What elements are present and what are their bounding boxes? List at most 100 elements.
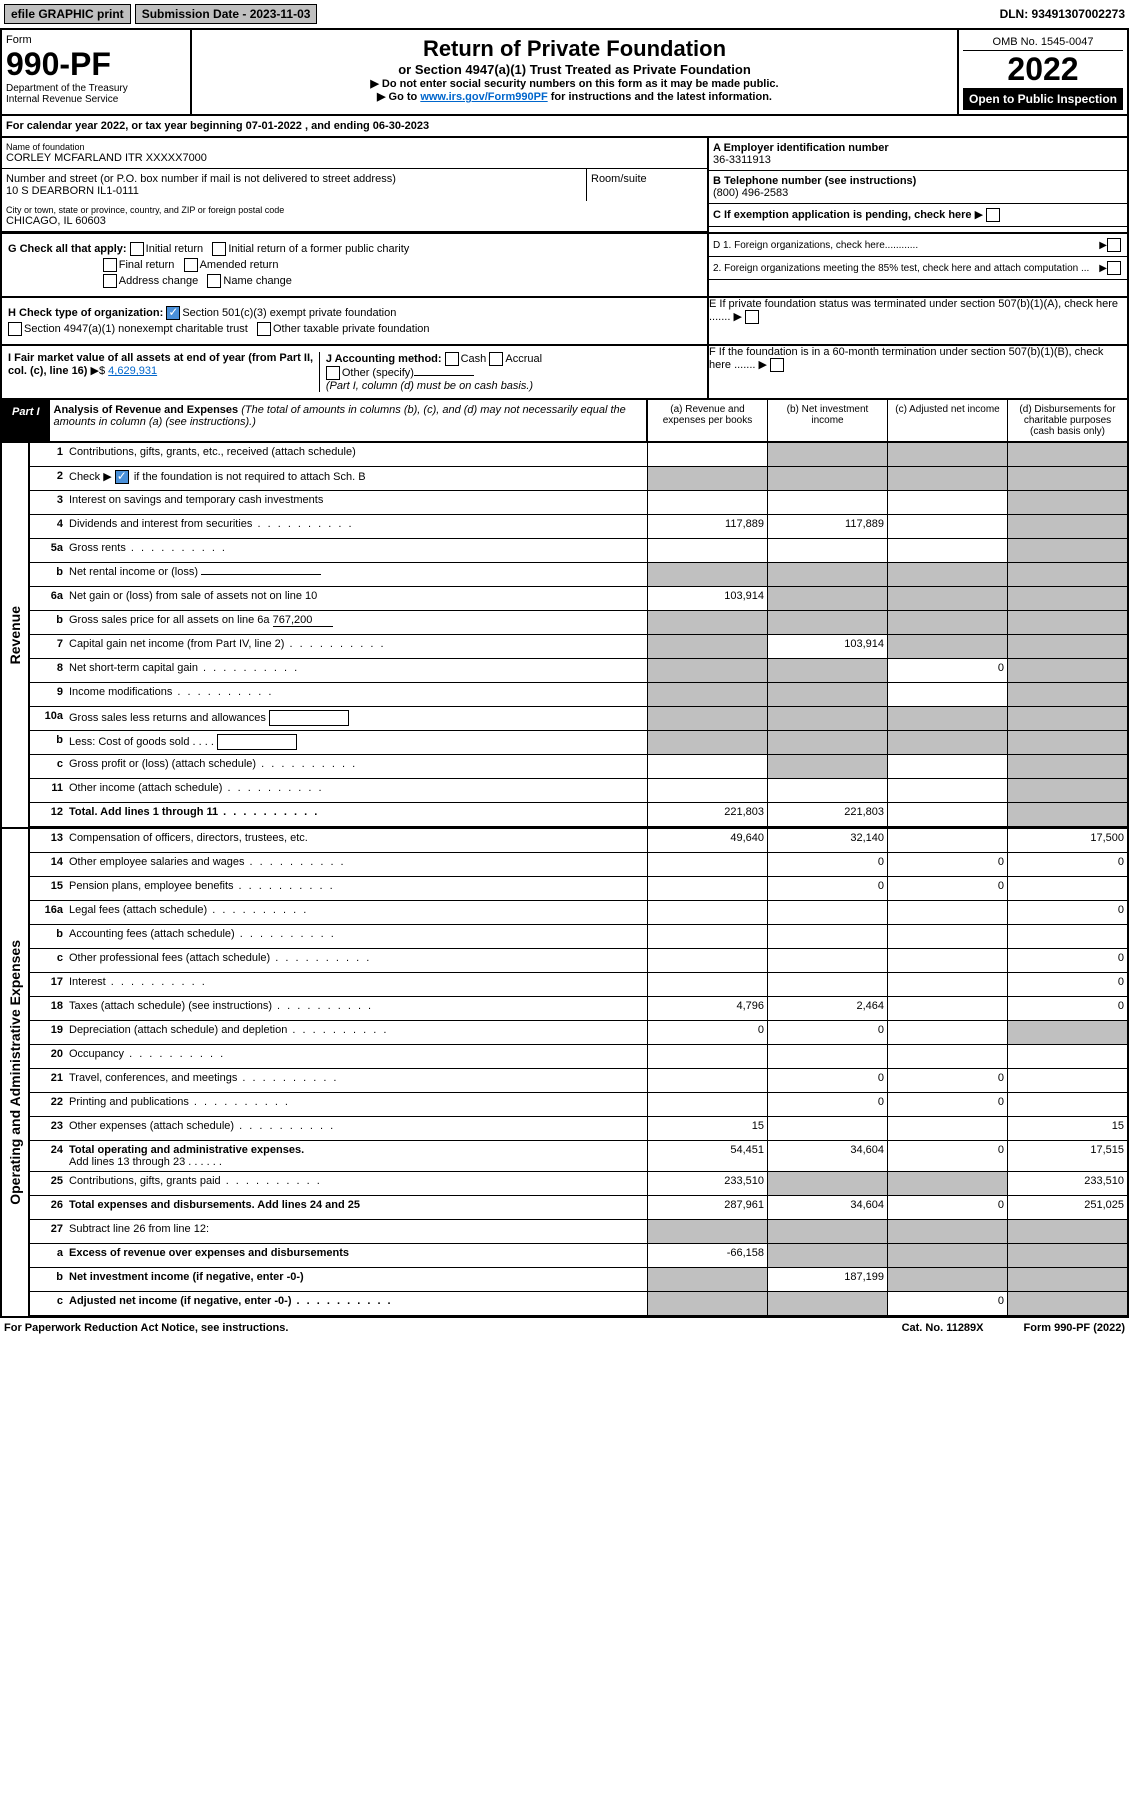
- phone-label: B Telephone number (see instructions): [713, 175, 1123, 187]
- d2-checkbox[interactable]: [1107, 261, 1121, 275]
- goto-note: ▶ Go to www.irs.gov/Form990PF for instru…: [198, 90, 951, 103]
- cash-label: Cash: [461, 353, 487, 365]
- efile-button[interactable]: efile GRAPHIC print: [4, 4, 131, 24]
- city-label: City or town, state or province, country…: [6, 205, 703, 215]
- row-1: 1Contributions, gifts, grants, etc., rec…: [30, 443, 1127, 467]
- amended-label: Amended return: [200, 259, 279, 271]
- h-label: H Check type of organization:: [8, 307, 163, 319]
- address-row: Number and street (or P.O. box number if…: [2, 169, 707, 201]
- revenue-table: Revenue 1Contributions, gifts, grants, e…: [0, 443, 1129, 829]
- g-section: G Check all that apply: Initial return I…: [0, 234, 1129, 298]
- row-11: 11Other income (attach schedule): [30, 779, 1127, 803]
- inspection-badge: Open to Public Inspection: [963, 88, 1123, 110]
- row-20: 20Occupancy: [30, 1045, 1127, 1069]
- row-10c: cGross profit or (loss) (attach schedule…: [30, 755, 1127, 779]
- form-meta-block: OMB No. 1545-0047 2022 Open to Public In…: [957, 30, 1127, 114]
- other-taxable-label: Other taxable private foundation: [273, 323, 430, 335]
- dollar-icon: ▶$: [91, 365, 106, 377]
- foundation-info: Name of foundation CORLEY MCFARLAND ITR …: [0, 138, 1129, 234]
- ein-value: 36-3311913: [713, 154, 1123, 166]
- name-change-checkbox[interactable]: [207, 274, 221, 288]
- accrual-label: Accrual: [505, 353, 542, 365]
- room-label: Room/suite: [591, 173, 703, 185]
- row-22: 22Printing and publications00: [30, 1093, 1127, 1117]
- row-5a: 5aGross rents: [30, 539, 1127, 563]
- col-c-header: (c) Adjusted net income: [887, 400, 1007, 441]
- row-26: 26Total expenses and disbursements. Add …: [30, 1196, 1127, 1220]
- initial-return-checkbox[interactable]: [130, 242, 144, 256]
- footer: For Paperwork Reduction Act Notice, see …: [0, 1318, 1129, 1338]
- arrow-icon: ▶: [1099, 263, 1107, 274]
- form-header: Form 990-PF Department of the Treasury I…: [0, 28, 1129, 116]
- row-19: 19Depreciation (attach schedule) and dep…: [30, 1021, 1127, 1045]
- row-16c: cOther professional fees (attach schedul…: [30, 949, 1127, 973]
- amended-checkbox[interactable]: [184, 258, 198, 272]
- f-checkbox[interactable]: [770, 358, 784, 372]
- addr-change-checkbox[interactable]: [103, 274, 117, 288]
- expenses-sidebar: Operating and Administrative Expenses: [2, 829, 30, 1316]
- final-return-label: Final return: [119, 259, 175, 271]
- col-b-header: (b) Net investment income: [767, 400, 887, 441]
- calendar-year-row: For calendar year 2022, or tax year begi…: [0, 116, 1129, 138]
- row-12: 12Total. Add lines 1 through 11221,80322…: [30, 803, 1127, 827]
- d1-checkbox[interactable]: [1107, 238, 1121, 252]
- row-6a: 6aNet gain or (loss) from sale of assets…: [30, 587, 1127, 611]
- row-23: 23Other expenses (attach schedule)1515: [30, 1117, 1127, 1141]
- form-link[interactable]: www.irs.gov/Form990PF: [420, 91, 547, 103]
- j-label: J Accounting method:: [326, 353, 442, 365]
- d2-row: 2. Foreign organizations meeting the 85%…: [709, 257, 1127, 280]
- s501-checkbox[interactable]: [166, 306, 180, 320]
- ein-cell: A Employer identification number 36-3311…: [709, 138, 1127, 171]
- name-change-label: Name change: [223, 275, 292, 287]
- revenue-sidebar: Revenue: [2, 443, 30, 827]
- s501-label: Section 501(c)(3) exempt private foundat…: [182, 307, 396, 319]
- city-row: City or town, state or province, country…: [2, 201, 707, 232]
- cash-checkbox[interactable]: [445, 352, 459, 366]
- exemption-checkbox[interactable]: [986, 208, 1000, 222]
- other-spec-checkbox[interactable]: [326, 366, 340, 380]
- row-7: 7Capital gain net income (from Part IV, …: [30, 635, 1127, 659]
- s4947-label: Section 4947(a)(1) nonexempt charitable …: [24, 323, 248, 335]
- ein-label: A Employer identification number: [713, 142, 1123, 154]
- arrow-icon: ▶: [1099, 240, 1107, 251]
- form-number: 990-PF: [6, 46, 186, 83]
- street-value: 10 S DEARBORN IL1-0111: [6, 185, 582, 197]
- initial-former-checkbox[interactable]: [212, 242, 226, 256]
- arrow-icon: ▶: [759, 359, 767, 371]
- phone-value: (800) 496-2583: [713, 187, 1123, 199]
- footer-right: Form 990-PF (2022): [1024, 1322, 1125, 1334]
- dln: DLN: 93491307002273: [1000, 7, 1125, 21]
- row-25: 25Contributions, gifts, grants paid233,5…: [30, 1172, 1127, 1196]
- form-title: Return of Private Foundation: [198, 36, 951, 62]
- street-label: Number and street (or P.O. box number if…: [6, 173, 582, 185]
- foundation-name: CORLEY MCFARLAND ITR XXXXX7000: [6, 152, 703, 164]
- row-4: 4Dividends and interest from securities1…: [30, 515, 1127, 539]
- i-label: I Fair market value of all assets at end…: [8, 352, 313, 377]
- form-id-block: Form 990-PF Department of the Treasury I…: [2, 30, 192, 114]
- part1-header: Part I Analysis of Revenue and Expenses …: [0, 400, 1129, 443]
- row-10a: 10aGross sales less returns and allowanc…: [30, 707, 1127, 731]
- row-5b: bNet rental income or (loss): [30, 563, 1127, 587]
- form-subtitle: or Section 4947(a)(1) Trust Treated as P…: [198, 62, 951, 77]
- e-row: E If private foundation status was termi…: [709, 298, 1127, 324]
- col-a-header: (a) Revenue and expenses per books: [647, 400, 767, 441]
- footer-mid: Cat. No. 11289X: [902, 1322, 984, 1334]
- f-label: F If the foundation is in a 60-month ter…: [709, 346, 1103, 371]
- phone-cell: B Telephone number (see instructions) (8…: [709, 171, 1127, 204]
- other-taxable-checkbox[interactable]: [257, 322, 271, 336]
- row-16b: bAccounting fees (attach schedule): [30, 925, 1127, 949]
- dept-irs: Internal Revenue Service: [6, 94, 186, 105]
- row-24: 24Total operating and administrative exp…: [30, 1141, 1127, 1172]
- submission-date: Submission Date - 2023-11-03: [135, 4, 318, 24]
- schb-checkbox[interactable]: [115, 470, 129, 484]
- row-18: 18Taxes (attach schedule) (see instructi…: [30, 997, 1127, 1021]
- row-3: 3Interest on savings and temporary cash …: [30, 491, 1127, 515]
- d1-label: D 1. Foreign organizations, check here..…: [713, 240, 918, 251]
- s4947-checkbox[interactable]: [8, 322, 22, 336]
- e-checkbox[interactable]: [745, 310, 759, 324]
- initial-former-label: Initial return of a former public charit…: [228, 243, 409, 255]
- accrual-checkbox[interactable]: [489, 352, 503, 366]
- row-27: 27Subtract line 26 from line 12:: [30, 1220, 1127, 1244]
- final-return-checkbox[interactable]: [103, 258, 117, 272]
- col-d-header: (d) Disbursements for charitable purpose…: [1007, 400, 1127, 441]
